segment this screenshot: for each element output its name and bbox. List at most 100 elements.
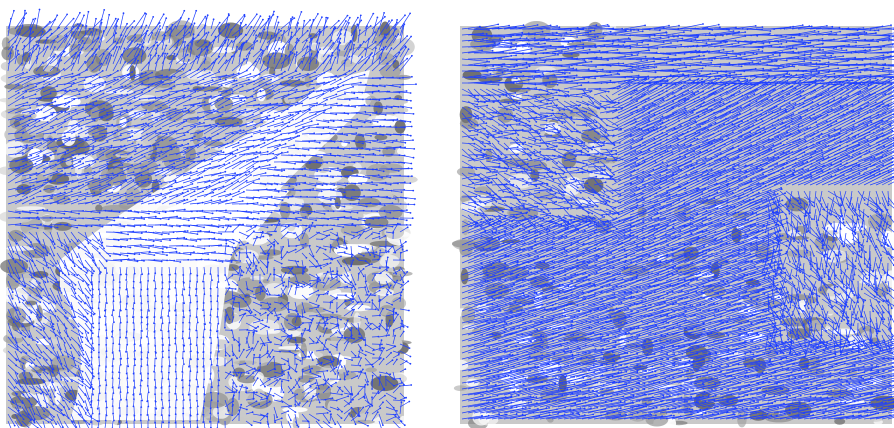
vector-head [250, 261, 253, 264]
vector-head [297, 284, 300, 287]
vector-head [237, 180, 240, 183]
vector-head [206, 14, 209, 17]
vector-head [343, 191, 346, 194]
vector-head [68, 138, 71, 141]
vector-head [312, 18, 315, 21]
vector-head [138, 253, 141, 256]
vector-head [382, 170, 385, 173]
vector-head [188, 98, 191, 101]
vector-head [362, 254, 365, 257]
vector-head [265, 104, 268, 107]
terrain-patch [0, 211, 22, 223]
vector-head [333, 198, 336, 200]
vector-head [138, 112, 141, 115]
vector-head [399, 86, 401, 88]
vector-head [334, 56, 337, 59]
vector-head [348, 98, 351, 101]
vector-head [362, 156, 365, 159]
vector-head [366, 25, 368, 27]
vector-head [294, 91, 297, 93]
vector-head [41, 126, 44, 129]
vector-head [382, 46, 385, 49]
vector-head [258, 178, 260, 180]
vector-head [147, 77, 150, 80]
vector-head [411, 217, 414, 220]
vector-head [215, 58, 218, 61]
vector-head [147, 178, 150, 180]
vector-head [384, 45, 387, 48]
vector-head [314, 225, 316, 228]
vector-head [272, 106, 274, 109]
vector-head [263, 78, 265, 81]
vector-head [147, 124, 150, 126]
terrain-patch [261, 249, 282, 256]
vector-head [80, 127, 83, 130]
vector-head [33, 112, 35, 115]
vector-head [139, 162, 142, 165]
vector-head [409, 182, 412, 185]
vector-head [58, 26, 60, 29]
vector-head [318, 231, 320, 234]
vector-head [114, 91, 117, 94]
vector-head [252, 181, 255, 184]
vector-head [173, 85, 176, 87]
vector-field-plot-left [0, 8, 419, 428]
vector-head [22, 172, 24, 175]
vector-head [205, 32, 208, 34]
vector-head [165, 155, 168, 158]
vector-arrow [350, 231, 358, 233]
terrain-patch [151, 31, 171, 41]
vector-head [113, 78, 116, 81]
vector-head [38, 282, 41, 284]
vector-head [82, 162, 85, 165]
vector-head [140, 144, 143, 147]
vector-head [330, 67, 332, 70]
vector-head [187, 190, 189, 193]
vector-head [158, 155, 161, 157]
vector-head [296, 37, 299, 40]
vector-head [257, 107, 260, 110]
vector-head [171, 24, 174, 26]
vector-head [395, 139, 398, 142]
vector-head [348, 16, 351, 19]
vector-head [245, 23, 247, 26]
vector-head [297, 260, 300, 263]
vector-head [95, 100, 98, 102]
vector-head [222, 151, 225, 154]
vector-head [381, 188, 384, 190]
vector-head [200, 48, 203, 50]
vector-head [211, 212, 214, 215]
vector-head [204, 15, 207, 18]
vector-head [174, 108, 177, 110]
vector-head [66, 13, 68, 16]
vector-head [251, 121, 254, 123]
vector-head [212, 191, 215, 194]
vector-head [237, 95, 240, 98]
vector-head [151, 125, 154, 128]
vector-head [324, 103, 327, 105]
vector-head [299, 72, 301, 75]
vector-head [384, 235, 387, 237]
vector-arrow [238, 252, 240, 261]
vector-head [26, 260, 29, 262]
vector-head [315, 77, 318, 80]
vector-head [208, 148, 211, 150]
vector-head [281, 170, 283, 172]
vector-head [113, 219, 116, 222]
vector-head [140, 174, 143, 176]
vector-head [354, 106, 357, 108]
vector-head [72, 31, 75, 34]
vector-head [281, 151, 283, 154]
vector-head [129, 246, 132, 249]
vector-head [227, 224, 230, 227]
vector-head [85, 25, 88, 27]
vector-head [103, 9, 106, 11]
vector-head [160, 182, 163, 185]
terrain-patch [392, 59, 400, 69]
vector-head [328, 234, 331, 237]
vector-head [256, 269, 259, 272]
vector-head [87, 284, 90, 286]
vector-head [412, 189, 415, 192]
vector-head [20, 62, 23, 65]
vector-head [79, 22, 82, 25]
